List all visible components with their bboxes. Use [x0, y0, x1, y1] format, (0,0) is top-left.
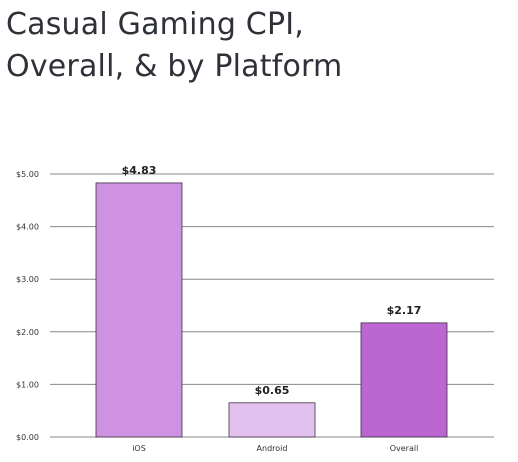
y-axis-tick-labels: $0.00 $1.00 $2.00 $3.00 $4.00 $5.00 [16, 170, 39, 442]
y-tick-label: $3.00 [16, 275, 39, 284]
x-axis-category-labels: iOS Android Overall [132, 444, 418, 453]
chart-title-line-2: Overall, & by Platform [6, 49, 343, 84]
y-tick-label: $1.00 [16, 380, 39, 389]
bar [95, 182, 183, 438]
bar [228, 402, 316, 438]
y-tick-label: $5.00 [16, 170, 39, 179]
y-tick-label: $4.00 [16, 223, 39, 232]
bars [95, 182, 448, 438]
chart-title: Casual Gaming CPI, Overall, & by Platfor… [6, 4, 506, 88]
data-label: $0.65 [255, 384, 290, 397]
x-category-label: Overall [390, 444, 419, 453]
bar [360, 322, 448, 438]
x-category-label: iOS [132, 444, 146, 453]
y-tick-label: $0.00 [16, 433, 39, 442]
y-tick-label: $2.00 [16, 328, 39, 337]
data-label: $2.17 [387, 304, 422, 317]
x-category-label: Android [257, 444, 288, 453]
data-labels: $4.83 $0.65 $2.17 [122, 164, 422, 397]
data-label: $4.83 [122, 164, 157, 177]
chart-title-line-1: Casual Gaming CPI, [6, 7, 305, 42]
